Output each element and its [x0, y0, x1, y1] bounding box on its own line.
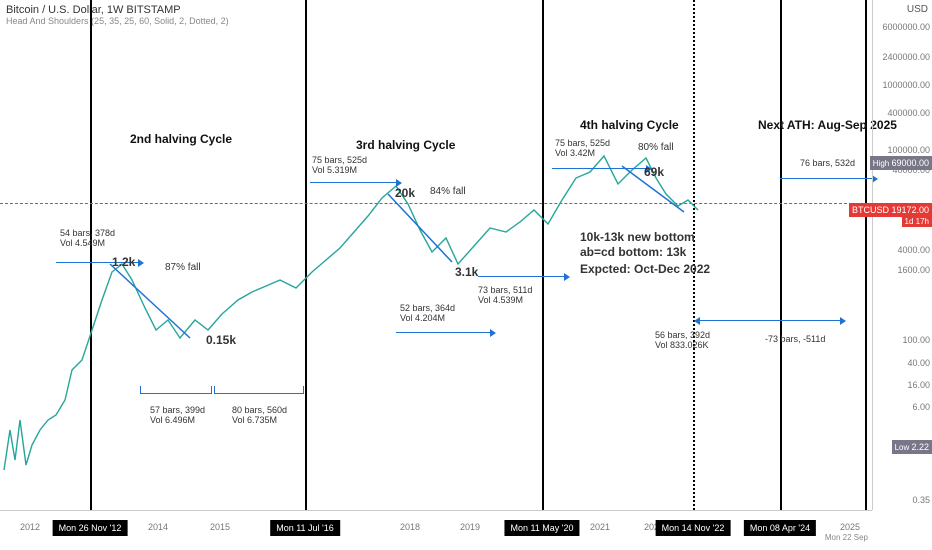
high-price-tag: 69000.00 [870, 156, 932, 170]
price-annotation: 1.2k [112, 255, 135, 269]
price-annotation: 10k-13k new bottom [580, 230, 695, 244]
range-bracket [214, 386, 304, 394]
halving-date-tag: Mon 14 Nov '22 [656, 520, 731, 536]
range-bracket [140, 386, 212, 394]
y-tick-label: 4000.00 [897, 245, 930, 255]
measure-arrow [780, 178, 872, 179]
price-annotation: 80% fall [638, 142, 674, 153]
x-axis-tail-date: Mon 22 Sep [825, 533, 868, 542]
y-tick-label: 0.35 [912, 495, 930, 505]
low-price-tag: 2.22 [892, 440, 932, 454]
cycle-label: 4th halving Cycle [580, 118, 679, 132]
halving-date-tag: Mon 11 May '20 [504, 520, 579, 536]
price-annotation: 20k [395, 186, 415, 200]
x-year-label: 2012 [20, 522, 40, 532]
bar-count-annotation: 57 bars, 399dVol 6.496M [150, 405, 205, 425]
cycle-label: 2nd halving Cycle [130, 132, 232, 146]
price-annotation: 87% fall [165, 262, 201, 273]
countdown-tag: 1d 17h [902, 216, 932, 227]
bar-count-annotation: 52 bars, 364dVol 4.204M [400, 303, 455, 323]
price-annotation: Expcted: Oct-Dec 2022 [580, 262, 710, 276]
chart-container: Bitcoin / U.S. Dollar, 1W BITSTAMP Head … [0, 0, 932, 550]
price-annotation: 69k [644, 165, 664, 179]
y-tick-label: 1600.00 [897, 265, 930, 275]
x-year-label: 2021 [590, 522, 610, 532]
y-tick-label: 40.00 [907, 358, 930, 368]
x-year-label: 2014 [148, 522, 168, 532]
y-tick-label: 400000.00 [887, 108, 930, 118]
bar-count-annotation: 76 bars, 532d [800, 158, 855, 168]
halving-date-tag: Mon 08 Apr '24 [744, 520, 816, 536]
halving-date-tag: Mon 11 Jul '16 [270, 520, 340, 536]
y-tick-label: 6000000.00 [882, 22, 930, 32]
cycle-label: 3rd halving Cycle [356, 138, 455, 152]
measure-arrow [700, 320, 840, 321]
y-axis-panel[interactable]: USD 6000000.00 2400000.00 1000000.00 400000… [872, 0, 932, 510]
y-tick-label: 16.00 [907, 380, 930, 390]
price-annotation: 84% fall [430, 186, 466, 197]
halving-date-tag: Mon 26 Nov '12 [53, 520, 128, 536]
bar-count-annotation: -73 bars, -511d [765, 334, 825, 344]
price-annotation: 0.15k [206, 333, 236, 347]
x-year-label: 2018 [400, 522, 420, 532]
x-year-label: 2025 [840, 522, 860, 532]
current-price-tag: BTCUSD 19172.00 [849, 203, 932, 217]
y-tick-label: 6.00 [912, 402, 930, 412]
x-year-label: 2015 [210, 522, 230, 532]
bar-count-annotation: 75 bars, 525dVol 5.319M [312, 155, 367, 175]
price-annotation: 3.1k [455, 265, 478, 279]
x-axis-panel[interactable]: 20122014201520182019202120222025 Mon 26 … [0, 510, 872, 550]
y-tick-label: 1000000.00 [882, 80, 930, 90]
x-year-label: 2019 [460, 522, 480, 532]
y-tick-label: 2400000.00 [882, 52, 930, 62]
bar-count-annotation: 73 bars, 511dVol 4.539M [478, 285, 532, 305]
bar-count-annotation: 80 bars, 560dVol 6.735M [232, 405, 287, 425]
y-tick-label: 100.00 [902, 335, 930, 345]
price-annotation: ab=cd bottom: 13k [580, 245, 686, 259]
bar-count-annotation: 54 bars, 378dVol 4.549M [60, 228, 115, 248]
bar-count-annotation: 75 bars, 525dVol 3.42M [555, 138, 610, 158]
y-tick-label: 100000.00 [887, 145, 930, 155]
bar-count-annotation: 56 bars, 392dVol 833.026K [655, 330, 710, 350]
y-axis-header: USD [907, 4, 928, 15]
chart-plot-area[interactable]: Bitcoin / U.S. Dollar, 1W BITSTAMP Head … [0, 0, 872, 510]
